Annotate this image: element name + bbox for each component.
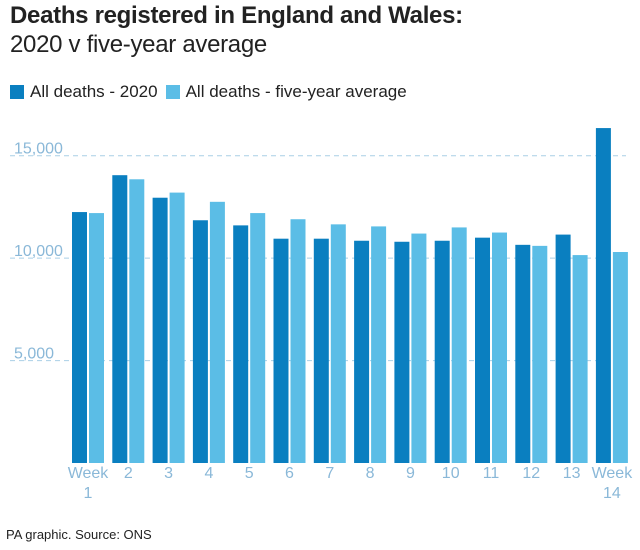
bar-average-5: [250, 213, 266, 463]
bar-average-7: [330, 224, 346, 463]
x-tick-label: 14: [603, 485, 621, 502]
x-tick-label: 2: [124, 465, 133, 482]
x-tick-label: 12: [522, 465, 540, 482]
legend-swatch-average: [165, 85, 180, 99]
bar-average-6: [290, 219, 306, 463]
x-tick-label: 7: [325, 465, 334, 482]
bar-2020-12: [515, 244, 531, 463]
y-tick-label: 15,000: [14, 141, 63, 158]
bar-2020-6: [273, 238, 289, 463]
bar-2020-4: [192, 220, 208, 463]
legend-label-average: All deaths - five-year average: [185, 82, 407, 101]
y-tick-label: 5,000: [14, 346, 54, 363]
bar-2020-11: [475, 237, 490, 463]
y-tick-label: 10,000: [14, 243, 63, 260]
bar-2020-10: [434, 240, 450, 463]
x-tick-label: Week: [592, 465, 634, 482]
legend-item-average: All deaths - five-year average: [165, 82, 407, 102]
bar-average-13: [572, 255, 588, 463]
x-tick-label: 10: [442, 465, 460, 482]
legend-swatch-2020: [10, 85, 24, 99]
x-tick-label: 9: [406, 465, 415, 482]
bar-average-12: [532, 245, 548, 463]
x-tick-label: 6: [285, 465, 294, 482]
x-tick-label: Week: [68, 465, 110, 482]
bar-2020-2: [112, 175, 128, 464]
bar-2020-14: [595, 128, 611, 463]
bar-average-14: [612, 252, 628, 463]
legend: All deaths - 2020 All deaths - five-year…: [10, 82, 415, 102]
legend-label-2020: All deaths - 2020: [30, 82, 158, 101]
x-tick-label: 1: [84, 485, 93, 502]
bar-average-11: [492, 232, 507, 463]
bar-average-9: [411, 233, 427, 463]
bar-average-1: [89, 213, 104, 463]
x-tick-label: 3: [164, 465, 173, 482]
bar-average-8: [371, 226, 387, 463]
bar-2020-1: [72, 212, 87, 463]
bar-2020-7: [313, 238, 329, 463]
source-note: PA graphic. Source: ONS: [6, 527, 152, 542]
bar-2020-13: [555, 234, 571, 463]
chart-subtitle: 2020 v five-year average: [10, 31, 267, 58]
bar-average-4: [209, 201, 225, 463]
bar-2020-8: [354, 240, 370, 463]
legend-item-2020: All deaths - 2020: [10, 82, 158, 102]
x-tick-label: 13: [563, 465, 581, 482]
x-tick-label: 8: [366, 465, 375, 482]
bar-average-2: [129, 179, 145, 463]
chart-title: Deaths registered in England and Wales:: [10, 2, 463, 29]
bar-2020-5: [233, 225, 249, 463]
bar-average-3: [169, 192, 185, 463]
bar-average-10: [451, 227, 467, 463]
x-tick-label: 11: [483, 465, 500, 482]
bar-2020-3: [152, 197, 168, 464]
x-tick-label: 5: [245, 465, 254, 482]
bar-2020-9: [394, 241, 410, 463]
x-tick-label: 4: [204, 465, 213, 482]
